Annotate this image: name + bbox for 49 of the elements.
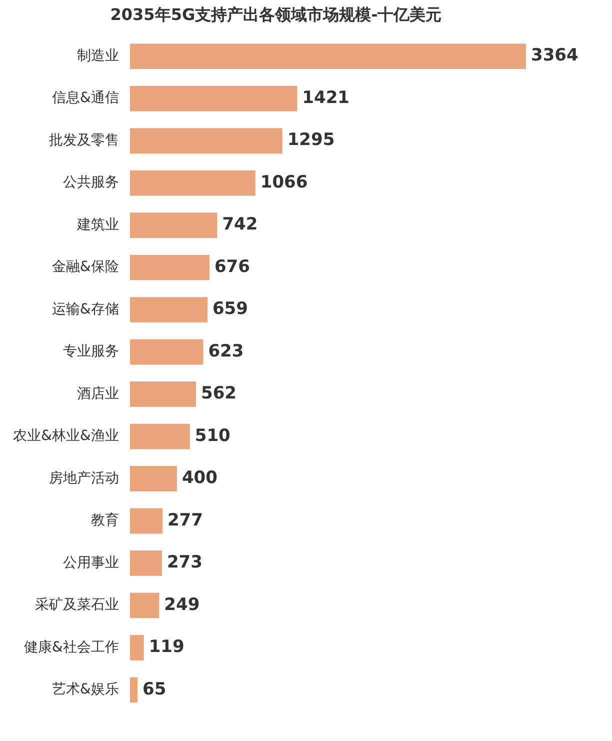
y-tick-label: 金融&保险 bbox=[52, 259, 119, 276]
y-tick-label: 制造业 bbox=[76, 48, 119, 64]
y-tick-label: 健康&社会工作 bbox=[24, 639, 119, 656]
data-label: 400 bbox=[182, 468, 218, 488]
y-tick-label: 公用事业 bbox=[62, 554, 119, 571]
data-label: 1421 bbox=[302, 88, 350, 108]
bar bbox=[130, 592, 160, 618]
bar bbox=[130, 254, 210, 280]
data-label: 249 bbox=[164, 594, 200, 615]
y-tick-label: 农业&林业&渔业 bbox=[12, 428, 119, 444]
bar bbox=[130, 44, 526, 69]
data-label: 676 bbox=[214, 256, 250, 277]
bar bbox=[130, 550, 162, 576]
bar bbox=[130, 424, 190, 450]
bar bbox=[130, 508, 162, 534]
data-label: 659 bbox=[212, 299, 248, 320]
y-tick-label: 教育 bbox=[90, 512, 119, 529]
data-label: 273 bbox=[166, 552, 202, 573]
bar bbox=[130, 339, 204, 365]
data-label: 277 bbox=[167, 510, 203, 530]
data-label: 1295 bbox=[287, 130, 335, 150]
data-label: 623 bbox=[208, 341, 244, 362]
data-label: 1066 bbox=[260, 172, 308, 192]
y-tick-label: 建筑业 bbox=[76, 216, 119, 233]
data-label: 742 bbox=[222, 214, 258, 235]
data-label: 3364 bbox=[530, 46, 578, 66]
bar bbox=[130, 86, 298, 112]
data-label: 510 bbox=[194, 426, 231, 446]
y-tick-label: 信息&通信 bbox=[52, 90, 119, 106]
data-label: 119 bbox=[148, 637, 184, 658]
data-label: 562 bbox=[201, 384, 237, 404]
y-tick-label: 运输&存储 bbox=[52, 301, 119, 318]
y-tick-label: 房地产活动 bbox=[48, 470, 119, 486]
y-tick-label: 艺术&娱乐 bbox=[52, 682, 119, 698]
y-tick-label: 专业服务 bbox=[62, 344, 119, 360]
bar bbox=[130, 382, 196, 407]
data-label: 65 bbox=[142, 679, 166, 700]
y-tick-label: 酒店业 bbox=[76, 386, 119, 402]
bar bbox=[130, 170, 256, 196]
bar bbox=[130, 128, 282, 154]
y-tick-label: 公共服务 bbox=[62, 174, 119, 191]
bar bbox=[130, 634, 144, 660]
chart-title: 2035年5G支持产出各领域市场规模-十亿美元 bbox=[110, 4, 442, 24]
bar bbox=[130, 677, 138, 703]
y-tick-label: 采矿及菜石业 bbox=[34, 597, 119, 614]
bar bbox=[130, 466, 177, 492]
bar bbox=[130, 297, 208, 322]
y-tick-label: 批发及零售 bbox=[48, 132, 119, 148]
bar bbox=[130, 212, 218, 238]
